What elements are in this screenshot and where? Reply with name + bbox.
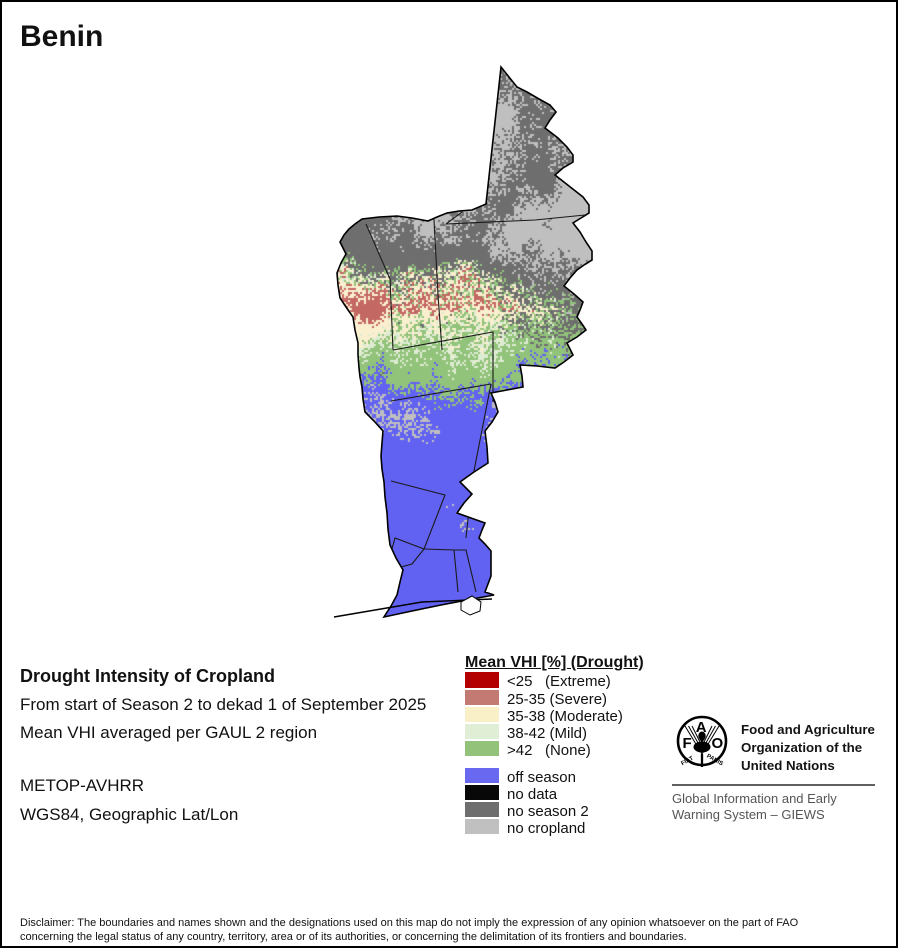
svg-text:O: O (712, 735, 724, 752)
svg-text:Food and Agriculture: Food and Agriculture (741, 722, 875, 737)
svg-text:Warning System – GIEWS: Warning System – GIEWS (672, 807, 825, 822)
svg-text:F: F (683, 735, 692, 752)
svg-text:United Nations: United Nations (741, 758, 835, 773)
svg-text:Organization of the: Organization of the (741, 740, 862, 755)
svg-text:Global Information and Early: Global Information and Early (672, 791, 837, 806)
